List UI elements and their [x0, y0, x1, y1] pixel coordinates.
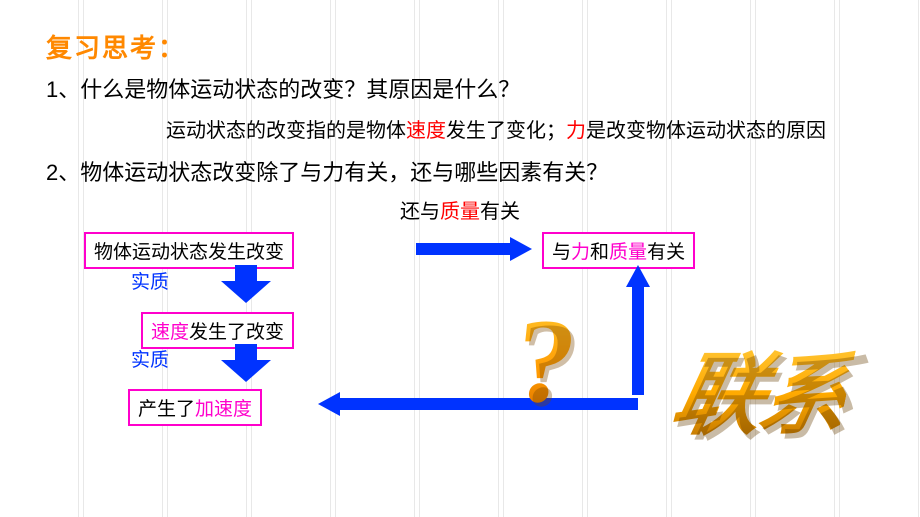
a2-mass: 质量	[440, 201, 480, 223]
label-essence-1: 实质	[131, 267, 169, 294]
box4-pre: 与	[552, 242, 571, 263]
question-2: 2、物体运动状态改变除了与力有关，还与哪些因素有关？	[46, 156, 874, 189]
label-essence-2: 实质	[131, 345, 169, 372]
box4-mid: 和	[590, 242, 609, 263]
a1-mid: 发生了变化；	[446, 120, 566, 142]
arrow-left	[318, 392, 638, 416]
arrow-down-1	[221, 265, 271, 305]
box-force-mass: 与力和质量有关	[542, 232, 695, 269]
a1-speed: 速度	[406, 120, 446, 142]
answer-1: 运动状态的改变指的是物体速度发生了变化；力是改变物体运动状态的原因	[166, 116, 866, 146]
a2-post: 有关	[480, 201, 520, 223]
question-1: 1、什么是物体运动状态的改变？其原因是什么？	[46, 73, 874, 106]
a2-pre: 还与	[400, 201, 440, 223]
box4-post: 有关	[647, 242, 685, 263]
box4-force: 力	[571, 242, 590, 263]
box-acceleration: 产生了加速度	[128, 389, 262, 426]
box-state-change: 物体运动状态发生改变	[84, 232, 294, 269]
flow-diagram: 物体运动状态发生改变 实质 速度发生了改变 实质 产生了加速度 与力和质量有关 …	[46, 232, 874, 432]
answer-2: 还与质量有关	[46, 195, 874, 224]
box3-pre: 产生了	[138, 399, 195, 420]
arrow-right	[416, 237, 532, 261]
arrow-down-2	[221, 344, 271, 384]
a1-force: 力	[566, 120, 586, 142]
box2-speed: 速度	[151, 322, 189, 343]
box-speed-change: 速度发生了改变	[141, 312, 294, 349]
a1-pre: 运动状态的改变指的是物体	[166, 120, 406, 142]
box4-mass: 质量	[609, 242, 647, 263]
box2-post: 发生了改变	[189, 322, 284, 343]
lianxi-wordart: 联系	[662, 322, 862, 452]
arrow-up	[626, 265, 650, 395]
box3-accel: 加速度	[195, 399, 252, 420]
a1-post: 是改变物体运动状态的原因	[586, 120, 826, 142]
slide-content: 复习思考： 1、什么是物体运动状态的改变？其原因是什么？ 运动状态的改变指的是物…	[0, 0, 920, 432]
review-title: 复习思考：	[46, 28, 874, 65]
